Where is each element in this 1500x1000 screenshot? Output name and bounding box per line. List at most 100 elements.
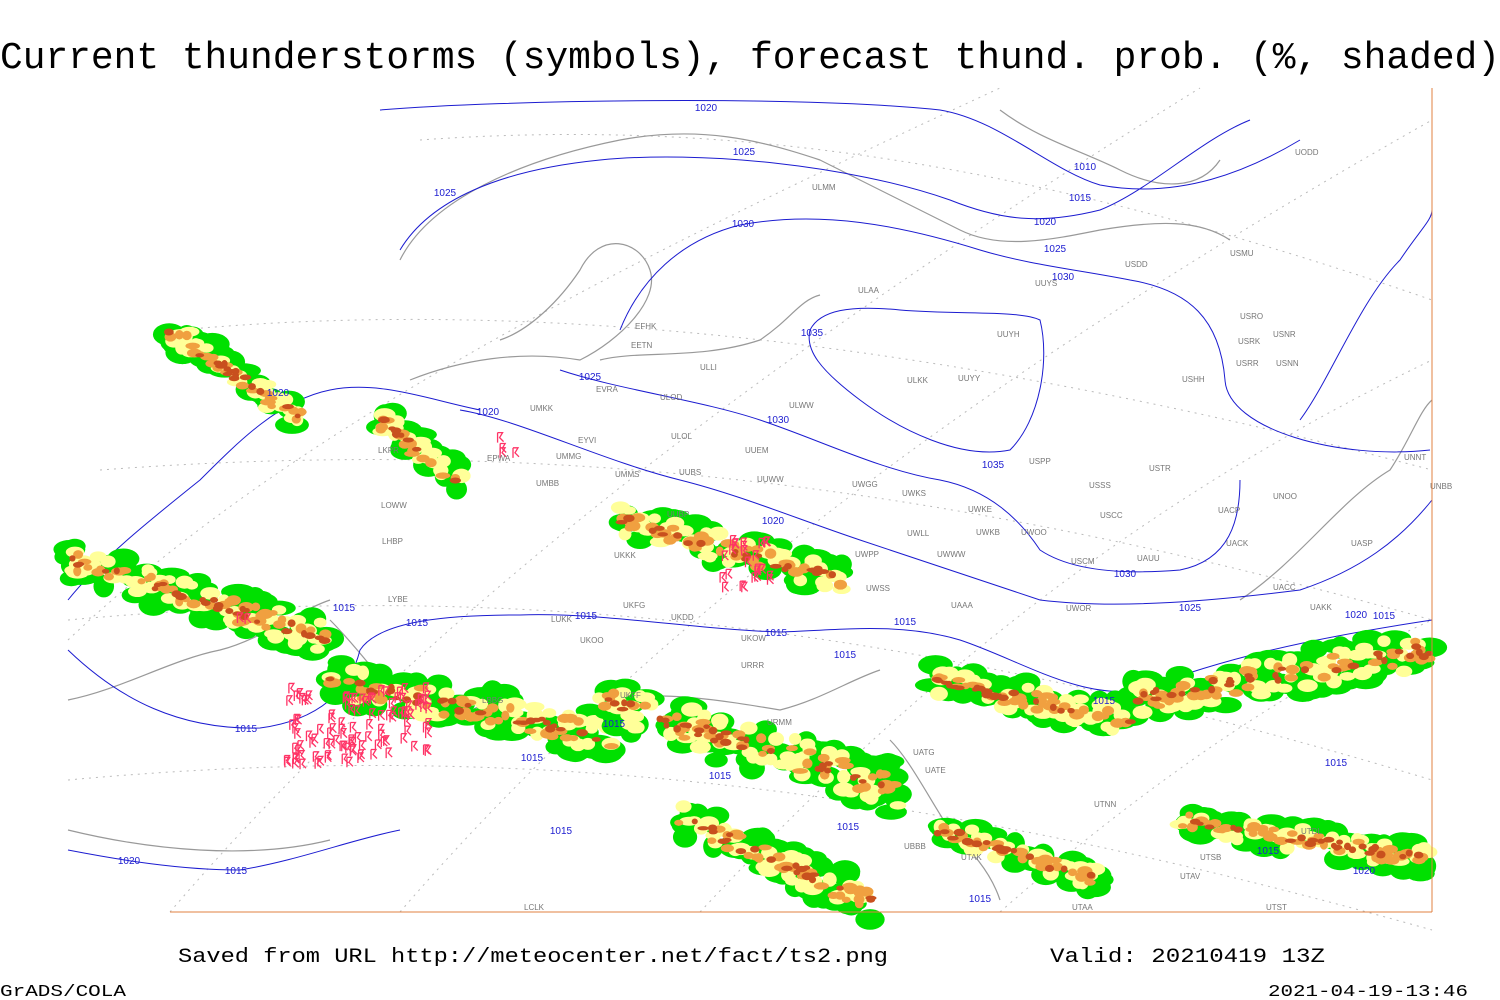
station-label: LCLK (524, 903, 545, 912)
shade-blob (1185, 811, 1194, 819)
shade-blob (1222, 830, 1244, 841)
shade-blob (537, 716, 546, 722)
shade-blob (1338, 646, 1352, 661)
station-label: LOWW (381, 501, 407, 510)
shade-blob (785, 876, 800, 886)
shade-blob (1387, 662, 1398, 670)
storm-symbol (358, 740, 367, 751)
shade-blob (675, 800, 692, 813)
shade-blob (1275, 683, 1293, 693)
storm-symbol (725, 568, 733, 580)
shade-blob (1284, 673, 1299, 682)
shade-blob (683, 540, 693, 547)
isobar-label: 1025 (1179, 603, 1202, 614)
isobar-label: 1030 (1052, 272, 1075, 283)
storm-symbol (741, 581, 749, 593)
shade-blob (1033, 697, 1040, 705)
shade-blob (248, 383, 256, 390)
shade-blob (1140, 690, 1148, 698)
station-label: UWPP (855, 550, 879, 559)
station-label: UUBP (667, 510, 689, 519)
storm-symbol (404, 715, 412, 727)
shade-blob (634, 690, 647, 702)
shade-blob (833, 579, 848, 590)
shade-blob (1132, 705, 1153, 719)
storm-symbol (388, 697, 396, 709)
shade-blob (708, 829, 718, 835)
shade-blob (1038, 854, 1053, 864)
shade-blob (1326, 652, 1340, 660)
shade-blob (232, 367, 240, 375)
shade-blob (542, 719, 551, 726)
shade-blob (1189, 686, 1200, 693)
station-label: UUYH (997, 330, 1020, 339)
shade-blob (524, 728, 537, 735)
shade-blob (1285, 664, 1300, 675)
shade-blob (672, 826, 698, 848)
shade-blob (1189, 818, 1201, 825)
shade-blob (1358, 843, 1367, 850)
shade-blob (732, 832, 747, 840)
shade-blob (1086, 871, 1096, 879)
isobar-label: 1015 (1373, 611, 1396, 622)
shade-blob (946, 683, 953, 689)
shade-blob (367, 663, 393, 685)
storm-symbol (415, 699, 423, 710)
storm-symbol (425, 702, 433, 714)
shade-blob (707, 837, 717, 844)
shade-blob (766, 747, 775, 755)
isobar-label: 1015 (1325, 758, 1348, 769)
shade-blob (576, 729, 588, 737)
shade-blob (768, 732, 785, 746)
storm-symbol (383, 686, 391, 697)
station-label: UTDL (1301, 827, 1322, 836)
station-label: UMMS (615, 470, 639, 479)
isobar-label: 1015 (1093, 696, 1116, 707)
storm-symbol (349, 745, 357, 757)
shade-blob (137, 578, 146, 585)
shade-blob (1248, 658, 1262, 669)
timestamp: 2021-04-19-13:46 (1268, 983, 1468, 1000)
isobar-label: 1030 (1114, 569, 1137, 580)
shade-blob (245, 387, 260, 394)
station-label: EPWA (487, 454, 511, 463)
shade-blob (287, 619, 296, 628)
shade-blob (91, 568, 105, 577)
station-label: UKOO (580, 636, 604, 645)
shade-blob (813, 882, 829, 890)
shade-blob (425, 458, 437, 468)
storm-symbol (752, 550, 760, 561)
storm-symbol (244, 613, 252, 624)
shade-blob (1072, 694, 1089, 704)
storm-symbol (328, 738, 336, 750)
shade-blob (696, 539, 706, 548)
shade-blob (837, 769, 851, 784)
shade-blob (281, 628, 293, 635)
shade-blob (828, 571, 837, 579)
shade-blob (175, 592, 187, 601)
shade-blob (1331, 667, 1342, 674)
shade-blob (817, 753, 830, 763)
shade-blob (313, 617, 327, 628)
shade-blob (89, 551, 107, 562)
station-label: UTAV (1180, 872, 1201, 881)
station-label: UMBB (536, 479, 559, 488)
shade-blob (672, 712, 682, 721)
shade-blob (720, 844, 734, 853)
station-label: UACC (1273, 583, 1296, 592)
storm-symbol (329, 723, 337, 734)
shade-blob (1336, 839, 1343, 845)
storm-symbol (298, 750, 306, 761)
shade-blob (74, 561, 85, 567)
station-label: ULWW (789, 401, 814, 410)
storm-symbol (378, 729, 386, 741)
shade-blob (808, 876, 817, 884)
shade-blob (1348, 846, 1357, 854)
shade-blob (1413, 851, 1424, 859)
storm-symbol (317, 755, 325, 767)
shade-blob (712, 717, 728, 730)
storm-symbol (317, 723, 325, 735)
storm-symbol (342, 692, 350, 704)
shade-blob (1208, 685, 1216, 694)
